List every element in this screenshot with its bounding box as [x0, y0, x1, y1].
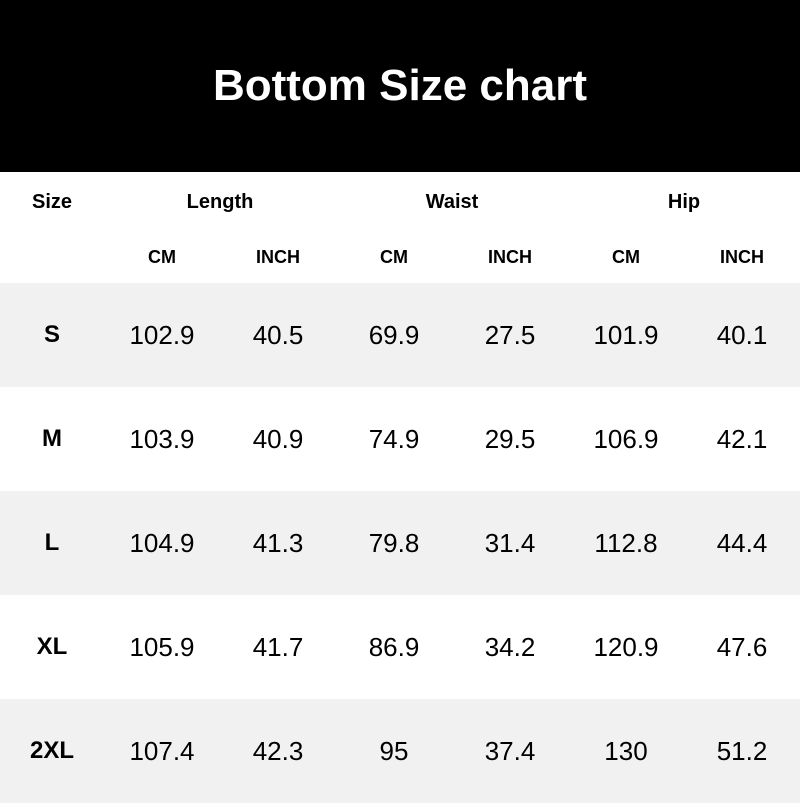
cell-length-inch: 41.3 — [252, 527, 304, 558]
cell-waist-cm: 86.9 — [368, 631, 420, 662]
cell-hip-inch: 51.2 — [716, 735, 768, 766]
cell-waist-cm: 95 — [379, 735, 409, 766]
cell-length-cm: 107.4 — [129, 735, 195, 766]
cell-hip-cm: 112.8 — [594, 527, 658, 558]
cell-length-cm: 102.9 — [129, 319, 195, 350]
table-row: 2XL 107.4 42.3 95 37.4 130 51.2 — [0, 699, 800, 803]
cell-length-inch: 42.3 — [252, 735, 304, 766]
table-row: M 103.9 40.9 74.9 29.5 106.9 42.1 — [0, 387, 800, 491]
chart-title: Bottom Size chart — [212, 61, 588, 110]
cell-size: 2XL — [29, 737, 74, 764]
cell-size: S — [43, 321, 60, 348]
cell-waist-inch: 27.5 — [484, 319, 536, 350]
unit-waist-inch: INCH — [488, 247, 532, 267]
cell-size: L — [44, 529, 60, 556]
cell-hip-cm: 130 — [604, 735, 648, 766]
table-row: XL 105.9 41.7 86.9 34.2 120.9 47.6 — [0, 595, 800, 699]
header-size: Size — [31, 190, 73, 213]
table-row: L 104.9 41.3 79.8 31.4 112.8 44.4 — [0, 491, 800, 595]
cell-hip-inch: 42.1 — [716, 423, 768, 454]
cell-hip-inch: 44.4 — [716, 527, 768, 558]
cell-length-cm: 104.9 — [129, 527, 195, 558]
table-body: S 102.9 40.5 69.9 27.5 101.9 40.1 M 103.9 40.9 74.… — [0, 283, 800, 803]
unit-length-cm: CM — [148, 247, 176, 267]
unit-length-inch: INCH — [256, 247, 300, 267]
header-length: Length — [186, 190, 254, 213]
cell-hip-cm: 106.9 — [593, 423, 659, 454]
header-hip: Hip — [667, 190, 701, 213]
chart-title-banner: Bottom Size chart — [0, 0, 800, 172]
unit-waist-cm: CM — [380, 247, 408, 267]
cell-waist-cm: 69.9 — [368, 319, 420, 350]
cell-waist-inch: 31.4 — [484, 527, 536, 558]
cell-size: XL — [36, 633, 68, 660]
cell-length-inch: 40.9 — [252, 423, 304, 454]
cell-length-inch: 41.7 — [252, 631, 304, 662]
cell-length-cm: 103.9 — [129, 423, 195, 454]
cell-size: M — [42, 425, 62, 452]
cell-waist-cm: 74.9 — [368, 423, 420, 454]
cell-hip-cm: 120.9 — [593, 631, 659, 662]
table-header-row: Size Length Waist Hip — [0, 172, 800, 232]
cell-hip-inch: 40.1 — [716, 319, 768, 350]
cell-waist-inch: 34.2 — [484, 631, 536, 662]
cell-length-inch: 40.5 — [252, 319, 304, 350]
table-row: S 102.9 40.5 69.9 27.5 101.9 40.1 — [0, 283, 800, 387]
cell-waist-inch: 37.4 — [484, 735, 536, 766]
cell-waist-cm: 79.8 — [368, 527, 420, 558]
cell-length-cm: 105.9 — [129, 631, 195, 662]
cell-hip-cm: 101.9 — [593, 319, 659, 350]
header-waist: Waist — [425, 190, 479, 213]
unit-hip-cm: CM — [612, 247, 640, 267]
table-unit-row: CM INCH CM INCH CM INCH — [0, 232, 800, 283]
cell-hip-inch: 47.6 — [716, 631, 768, 662]
cell-waist-inch: 29.5 — [484, 423, 536, 454]
unit-hip-inch: INCH — [720, 247, 764, 267]
